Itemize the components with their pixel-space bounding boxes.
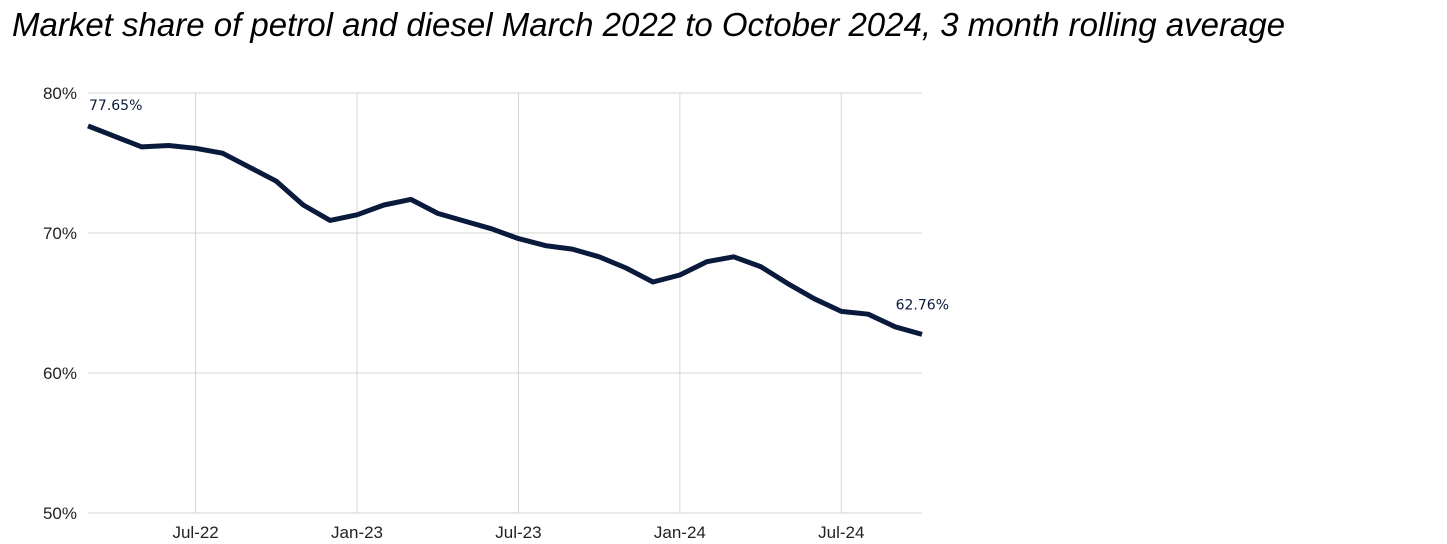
y-axis-ticks: 50% 60% 70% 80%	[43, 84, 77, 523]
y-tick-label: 70%	[43, 224, 77, 243]
data-point	[543, 243, 548, 248]
data-point	[381, 203, 386, 208]
series-line	[87, 123, 923, 337]
data-point	[731, 254, 736, 259]
data-point	[812, 296, 817, 301]
data-point	[839, 309, 844, 314]
data-point	[193, 146, 198, 151]
data-point	[274, 179, 279, 184]
data-point	[86, 123, 91, 128]
data-point	[624, 266, 629, 271]
data-point	[785, 281, 790, 286]
data-point	[112, 134, 117, 139]
y-tick-label: 60%	[43, 364, 77, 383]
x-tick-label: Jul-23	[495, 523, 541, 542]
data-label: 77.65%	[89, 98, 142, 114]
data-labels: 77.65% 62.76%	[89, 98, 949, 313]
data-points	[86, 123, 925, 336]
data-point	[355, 212, 360, 217]
x-tick-label: Jan-24	[654, 523, 706, 542]
data-point	[893, 324, 898, 329]
data-point	[597, 254, 602, 259]
data-point	[704, 259, 709, 264]
data-point	[462, 219, 467, 224]
data-point	[247, 165, 252, 170]
series	[87, 123, 923, 337]
x-axis-ticks: Jul-22 Jan-23 Jul-23 Jan-24 Jul-24	[172, 523, 864, 542]
data-label: 62.76%	[896, 297, 949, 313]
y-tick-label: 80%	[43, 84, 77, 103]
x-tick-label: Jul-22	[172, 523, 218, 542]
data-point	[328, 218, 333, 223]
data-point	[139, 144, 144, 149]
x-tick-label: Jul-24	[818, 523, 864, 542]
chart-title: Market share of petrol and diesel March …	[12, 6, 1286, 43]
data-point	[516, 236, 521, 241]
grid	[88, 92, 922, 514]
data-point	[166, 143, 171, 148]
data-point	[408, 197, 413, 202]
data-point	[920, 332, 925, 337]
data-point	[220, 151, 225, 156]
data-point	[301, 203, 306, 208]
data-point	[677, 273, 682, 278]
y-tick-label: 50%	[43, 504, 77, 523]
data-point	[570, 247, 575, 252]
data-point	[489, 226, 494, 231]
data-point	[758, 264, 763, 269]
data-point	[435, 211, 440, 216]
x-tick-label: Jan-23	[331, 523, 383, 542]
data-point	[866, 312, 871, 317]
data-point	[650, 280, 655, 285]
